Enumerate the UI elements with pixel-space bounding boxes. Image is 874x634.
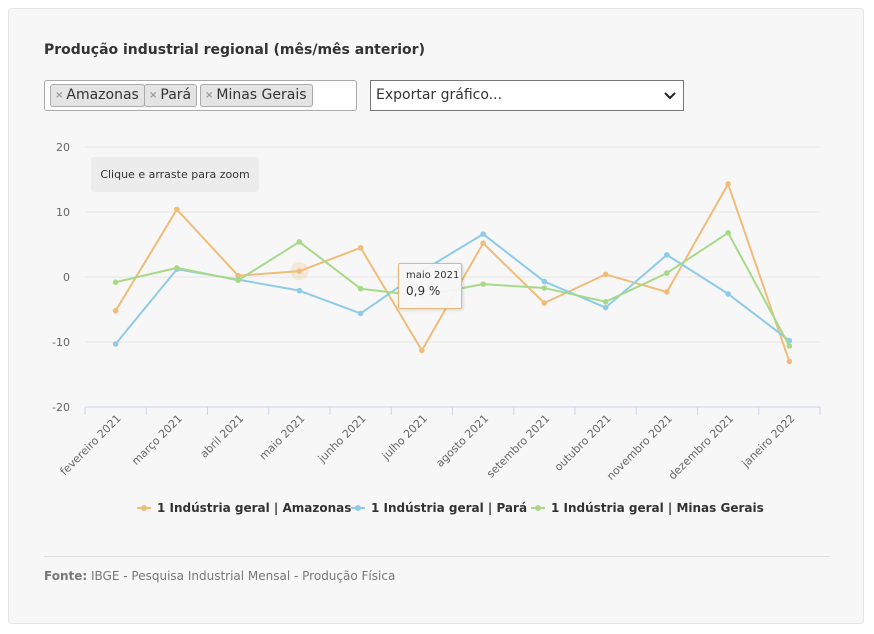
x-tick-label: outubro 2021 (552, 412, 614, 474)
source-note: Fonte: IBGE - Pesquisa Industrial Mensal… (44, 569, 395, 583)
x-tick-label: junho 2021 (315, 412, 369, 466)
data-point[interactable] (725, 291, 731, 297)
data-point[interactable] (664, 289, 670, 295)
remove-chip-icon[interactable]: × (205, 90, 214, 101)
data-point[interactable] (725, 230, 731, 236)
data-point[interactable] (112, 341, 119, 347)
x-axis: fevereiro 2021 março 2021 abril 2021 maio 2… (58, 406, 821, 483)
legend[interactable]: 1 Indústria geral | Amazonas 1 Indústria … (137, 501, 764, 515)
x-tick-label: janeiro 2022 (739, 412, 798, 471)
x-tick-label: julho 2021 (379, 412, 430, 463)
chip-para[interactable]: × Pará (144, 84, 198, 107)
data-point[interactable] (664, 252, 670, 258)
data-point[interactable] (541, 278, 548, 285)
data-point[interactable] (235, 277, 241, 284)
remove-chip-icon[interactable]: × (55, 90, 64, 101)
chip-minas-gerais[interactable]: × Minas Gerais (200, 84, 313, 107)
y-tick-label: -10 (52, 336, 70, 349)
data-point[interactable] (480, 281, 486, 287)
data-point[interactable] (112, 279, 119, 286)
data-point[interactable] (480, 231, 486, 237)
data-point[interactable] (602, 304, 609, 311)
data-point[interactable] (357, 310, 364, 317)
data-point[interactable] (602, 271, 609, 278)
data-point[interactable] (786, 358, 793, 365)
zoom-hint: Clique e arraste para zoom (91, 157, 259, 192)
tooltip-category: maio 2021 (406, 270, 460, 281)
data-point[interactable] (541, 285, 548, 291)
chip-label: Pará (160, 87, 192, 103)
data-point[interactable] (174, 206, 180, 213)
legend-label[interactable]: 1 Indústria geral | Pará (371, 501, 527, 515)
data-point[interactable] (602, 298, 609, 305)
chart-title: Produção industrial regional (mês/mês an… (44, 42, 425, 58)
x-tick-label: maio 2021 (257, 412, 308, 463)
data-point[interactable] (112, 308, 119, 314)
chip-label: Amazonas (66, 87, 139, 103)
x-tick-label: março 2021 (129, 412, 185, 468)
data-point[interactable] (357, 244, 364, 251)
y-tick-label: 20 (56, 141, 70, 154)
y-tick-label: 0 (63, 271, 70, 284)
state-multiselect[interactable]: × Amazonas × Pará × Minas Gerais (44, 80, 357, 111)
legend-item[interactable]: 1 Indústria geral | Minas Gerais (531, 501, 764, 515)
source-text: IBGE - Pesquisa Industrial Mensal - Prod… (91, 569, 396, 583)
chevron-down-icon (664, 92, 676, 100)
data-point[interactable] (725, 181, 731, 187)
x-tick-label: agosto 2021 (433, 412, 491, 470)
legend-item[interactable]: 1 Indústria geral | Amazonas (137, 501, 351, 515)
tooltip: maio 2021 0,9 % (398, 263, 462, 309)
legend-label[interactable]: 1 Indústria geral | Minas Gerais (551, 501, 764, 515)
x-tick-label: abril 2021 (198, 412, 247, 461)
chip-label: Minas Gerais (216, 87, 307, 103)
legend-item[interactable]: 1 Indústria geral | Pará (351, 501, 527, 515)
data-point[interactable] (541, 300, 548, 306)
x-tick-label: novembro 2021 (604, 412, 675, 483)
export-select-value: Exportar gráfico... (376, 87, 503, 103)
remove-chip-icon[interactable]: × (149, 90, 158, 101)
legend-swatch-marker (355, 505, 361, 511)
data-point[interactable] (235, 272, 241, 279)
tooltip-value: 0,9 % (406, 284, 441, 298)
data-point[interactable] (296, 287, 303, 294)
divider (44, 556, 830, 557)
data-point[interactable] (296, 239, 303, 245)
export-select[interactable]: Exportar gráfico... (370, 80, 684, 111)
data-point[interactable] (296, 268, 303, 274)
data-point[interactable] (480, 240, 486, 246)
y-tick-label: -20 (52, 401, 70, 414)
x-tick-label: fevereiro 2021 (58, 412, 124, 478)
x-tick-label: setembro 2021 (484, 412, 552, 480)
data-point[interactable] (664, 270, 670, 276)
data-point[interactable] (419, 347, 425, 354)
source-label: Fonte: (44, 569, 88, 583)
y-tick-label: 10 (56, 206, 70, 219)
x-tick-label: dezembro 2021 (666, 412, 736, 482)
data-point[interactable] (357, 285, 364, 292)
data-point[interactable] (174, 265, 180, 271)
data-point[interactable] (786, 343, 793, 349)
legend-swatch-marker (535, 505, 541, 511)
legend-label[interactable]: 1 Indústria geral | Amazonas (157, 501, 351, 515)
legend-swatch-marker (141, 505, 147, 511)
